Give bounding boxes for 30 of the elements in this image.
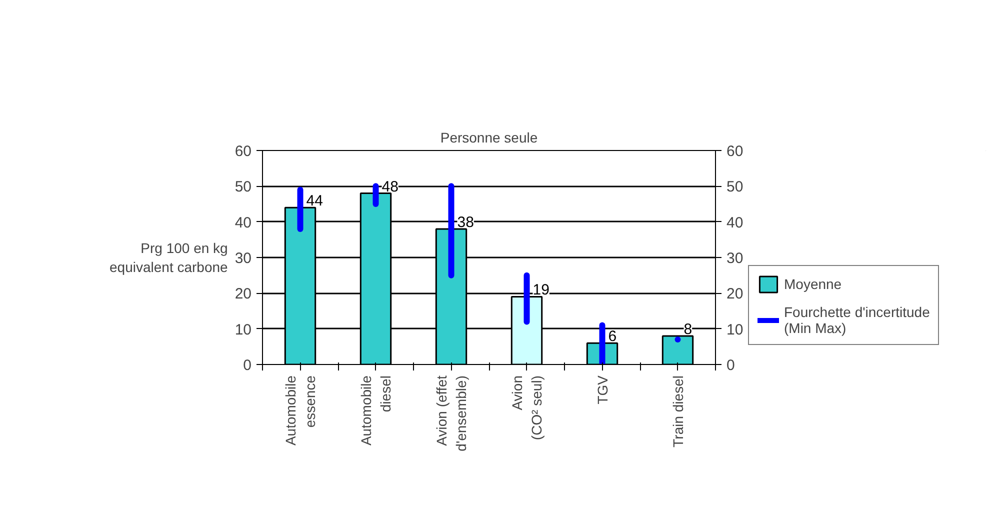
data-label: 44 <box>306 192 323 210</box>
data-label: 8 <box>684 320 692 338</box>
y-tick-label: 10 <box>234 321 252 338</box>
x-tick-label: Avion (CO² seul) <box>509 375 544 440</box>
legend-label: Moyenne <box>784 276 842 292</box>
y2-tick-label: 40 <box>726 214 744 232</box>
y2-tick-label: 20 <box>726 286 744 303</box>
data-label: 19 <box>532 282 550 299</box>
y2-tick-label: 10 <box>726 321 744 338</box>
y2-tick-label: 30 <box>726 250 744 267</box>
x-tick-label: Automobile diesel <box>358 375 394 446</box>
y-tick-label: 50 <box>234 178 252 196</box>
x-tick-label: Train diesel <box>670 375 686 448</box>
y-tick-label: 0 <box>243 357 252 374</box>
chart-title: Personne seule <box>440 130 538 146</box>
y-tick-label: 40 <box>234 214 252 232</box>
data-label: 6 <box>608 328 617 346</box>
y-tick-label: 60 <box>234 143 252 160</box>
y2-tick-label: 0 <box>726 357 735 374</box>
y-axis-title: Prg 100 en kg equivalent carbone <box>110 240 228 276</box>
y2-tick-label: 60 <box>726 143 744 160</box>
y-tick-label: 30 <box>234 250 252 267</box>
data-label: 38 <box>457 214 474 231</box>
text: Fourchette d'incertitude (Min Max) <box>784 304 930 336</box>
y2-tick-label: 50 <box>726 178 744 196</box>
x-tick-label: Automobile essence <box>282 375 318 446</box>
data-label: 48 <box>382 178 398 196</box>
y-tick-label: 20 <box>234 286 252 303</box>
x-tick-label: Avion (effet d'ensemble) <box>434 375 469 452</box>
x-tick-label: TGV <box>594 374 610 404</box>
